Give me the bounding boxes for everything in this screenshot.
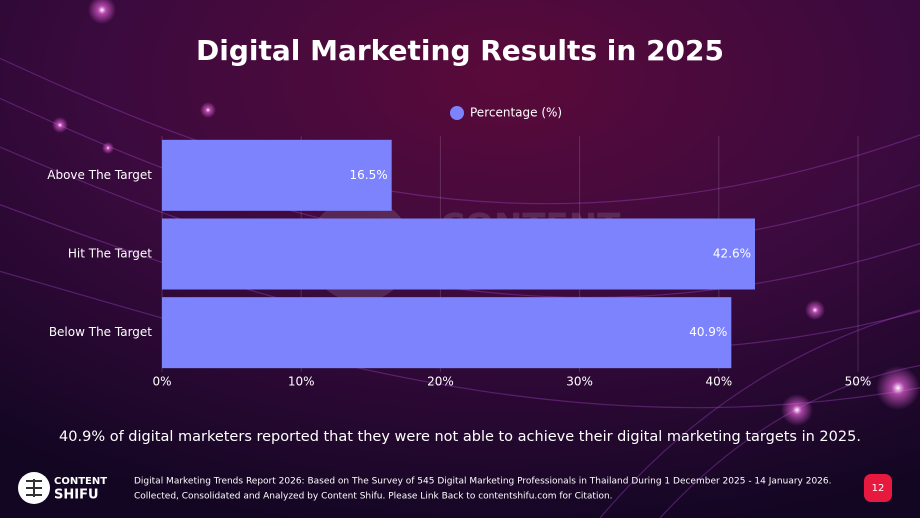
plot: 0% 10% 20% 30% 40% 50% Percentage (%) Above The…	[47, 106, 871, 389]
x-tick-label: 10%	[288, 375, 315, 389]
y-tick-label: Hit The Target	[68, 247, 152, 261]
bar	[162, 297, 732, 369]
x-tick-label: 50%	[845, 375, 872, 389]
bar	[162, 139, 392, 211]
decor-glows	[52, 0, 920, 426]
data-label: 42.6%	[713, 247, 751, 261]
logo-text: CONTENT	[54, 476, 107, 487]
chart-title: Digital Marketing Results in 2025	[196, 34, 724, 67]
logo-mark	[26, 479, 42, 497]
x-tick-label: 0%	[152, 375, 171, 389]
bar	[162, 218, 755, 290]
legend-label: Percentage (%)	[470, 106, 562, 120]
y-tick-label: Above The Target	[47, 168, 152, 182]
x-tick-label: 30%	[566, 375, 593, 389]
logo: CONTENT SHIFU	[18, 472, 107, 504]
x-tick-label: 40%	[705, 375, 732, 389]
footer-source: Digital Marketing Trends Report 2026: Ba…	[134, 477, 831, 487]
data-label: 16.5%	[350, 168, 388, 182]
logo-text: SHIFU	[54, 488, 99, 503]
legend-swatch	[450, 106, 464, 120]
page-number: 12	[872, 483, 885, 494]
footer-credit: Collected, Consolidated and Analyzed by …	[134, 492, 613, 502]
data-label: 40.9%	[689, 325, 727, 339]
y-tick-label: Below The Target	[49, 325, 152, 339]
caption: 40.9% of digital marketers reported that…	[59, 429, 861, 445]
page-number-badge	[864, 474, 892, 502]
x-tick-label: 20%	[427, 375, 454, 389]
